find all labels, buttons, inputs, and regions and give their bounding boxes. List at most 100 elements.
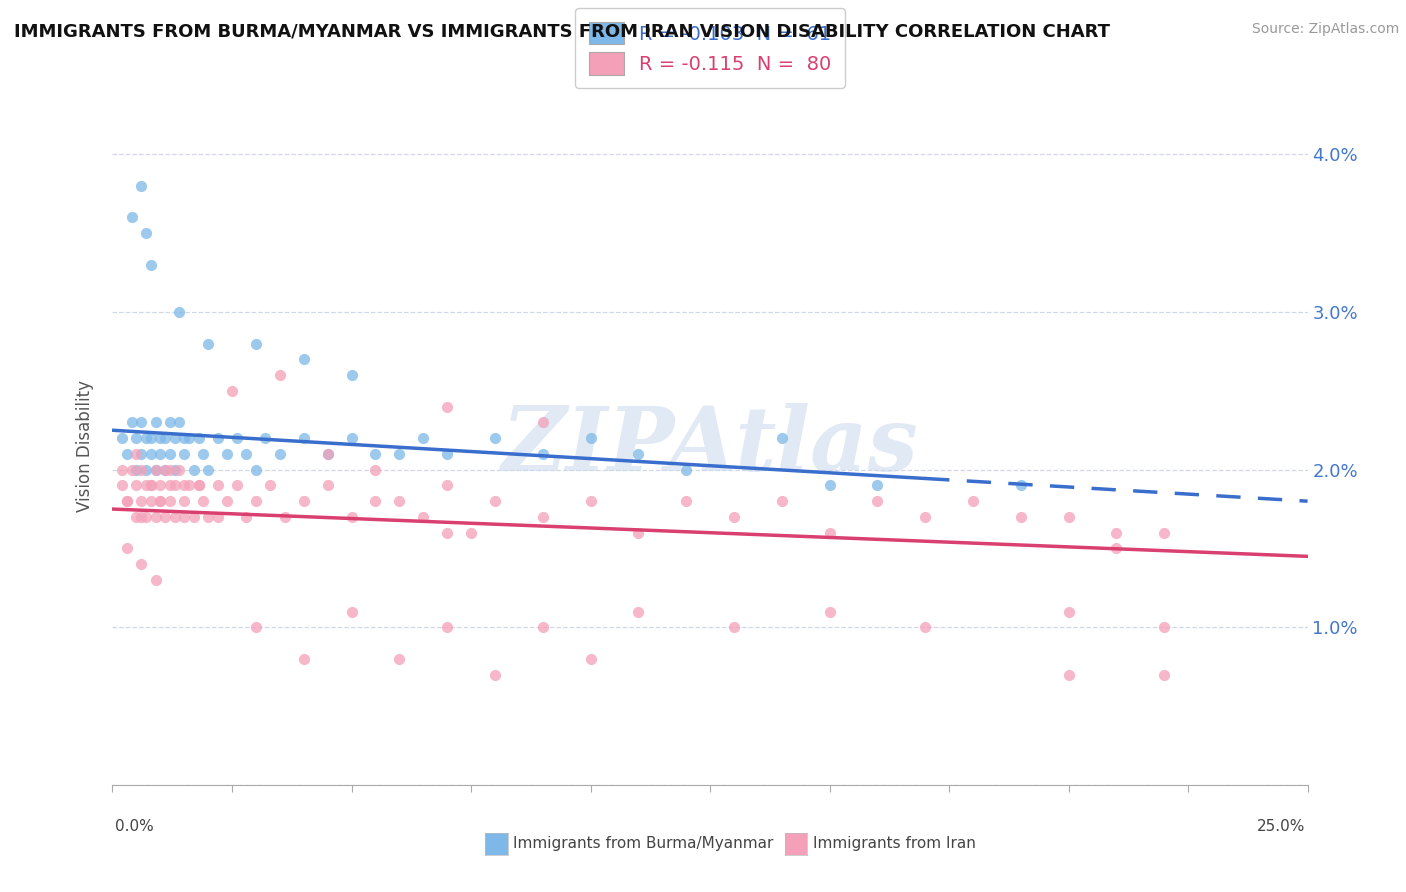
Point — [221, 384, 243, 398]
Point — [723, 620, 745, 634]
Point — [1057, 605, 1080, 619]
Point — [292, 352, 315, 367]
Point — [225, 431, 247, 445]
Point — [115, 541, 138, 556]
Point — [193, 494, 215, 508]
Point — [129, 415, 152, 429]
Point — [388, 652, 411, 666]
Point — [129, 558, 152, 572]
Point — [187, 478, 209, 492]
Point — [217, 447, 239, 461]
Point — [129, 178, 152, 193]
Point — [145, 573, 167, 587]
Point — [149, 431, 172, 445]
Point — [173, 494, 195, 508]
Point — [111, 478, 134, 492]
Point — [436, 525, 458, 540]
Point — [115, 494, 138, 508]
Point — [388, 494, 411, 508]
Point — [139, 494, 162, 508]
Point — [675, 463, 697, 477]
Point — [340, 368, 363, 382]
Point — [770, 494, 793, 508]
Point — [579, 431, 602, 445]
Point — [187, 478, 209, 492]
Point — [531, 510, 554, 524]
Point — [388, 447, 411, 461]
Point — [531, 415, 554, 429]
Point — [149, 478, 172, 492]
Point — [579, 652, 602, 666]
Point — [159, 447, 181, 461]
Point — [269, 447, 291, 461]
Point — [163, 510, 186, 524]
Point — [340, 510, 363, 524]
Point — [292, 652, 315, 666]
Point — [145, 463, 167, 477]
Point — [121, 463, 143, 477]
Point — [914, 620, 936, 634]
Point — [259, 478, 281, 492]
Point — [316, 447, 339, 461]
Point — [183, 510, 205, 524]
Point — [139, 478, 162, 492]
Point — [675, 494, 697, 508]
Point — [436, 620, 458, 634]
Point — [245, 494, 267, 508]
Point — [125, 463, 148, 477]
Point — [139, 447, 162, 461]
Text: Immigrants from Iran: Immigrants from Iran — [813, 837, 976, 851]
Point — [207, 478, 229, 492]
Point — [169, 415, 191, 429]
Point — [1010, 478, 1032, 492]
Point — [245, 463, 267, 477]
Point — [364, 463, 387, 477]
Point — [163, 463, 186, 477]
Point — [245, 336, 267, 351]
Point — [316, 478, 339, 492]
Point — [364, 447, 387, 461]
Point — [125, 478, 148, 492]
Point — [914, 510, 936, 524]
Point — [159, 463, 181, 477]
Point — [173, 478, 195, 492]
Point — [153, 510, 176, 524]
Point — [627, 447, 650, 461]
Point — [139, 431, 162, 445]
Point — [169, 305, 191, 319]
Point — [197, 510, 219, 524]
Point — [866, 478, 889, 492]
Point — [145, 510, 167, 524]
Point — [153, 463, 176, 477]
Point — [115, 494, 138, 508]
Point — [484, 494, 506, 508]
Point — [340, 605, 363, 619]
Text: 25.0%: 25.0% — [1257, 820, 1305, 834]
Point — [866, 494, 889, 508]
Point — [125, 510, 148, 524]
Point — [149, 494, 172, 508]
Point — [145, 463, 167, 477]
Y-axis label: Vision Disability: Vision Disability — [76, 380, 94, 512]
Point — [254, 431, 277, 445]
Point — [159, 478, 181, 492]
Point — [1153, 620, 1175, 634]
Text: 0.0%: 0.0% — [115, 820, 155, 834]
Point — [340, 431, 363, 445]
Point — [235, 447, 257, 461]
Point — [627, 605, 650, 619]
Point — [153, 463, 176, 477]
Point — [135, 431, 157, 445]
Point — [163, 478, 186, 492]
Point — [159, 494, 181, 508]
Point — [129, 463, 152, 477]
Text: Immigrants from Burma/Myanmar: Immigrants from Burma/Myanmar — [513, 837, 773, 851]
Point — [1105, 525, 1128, 540]
Point — [125, 431, 148, 445]
Point — [173, 447, 195, 461]
Point — [193, 447, 215, 461]
Point — [1010, 510, 1032, 524]
Point — [818, 605, 841, 619]
Point — [818, 525, 841, 540]
Point — [177, 431, 200, 445]
